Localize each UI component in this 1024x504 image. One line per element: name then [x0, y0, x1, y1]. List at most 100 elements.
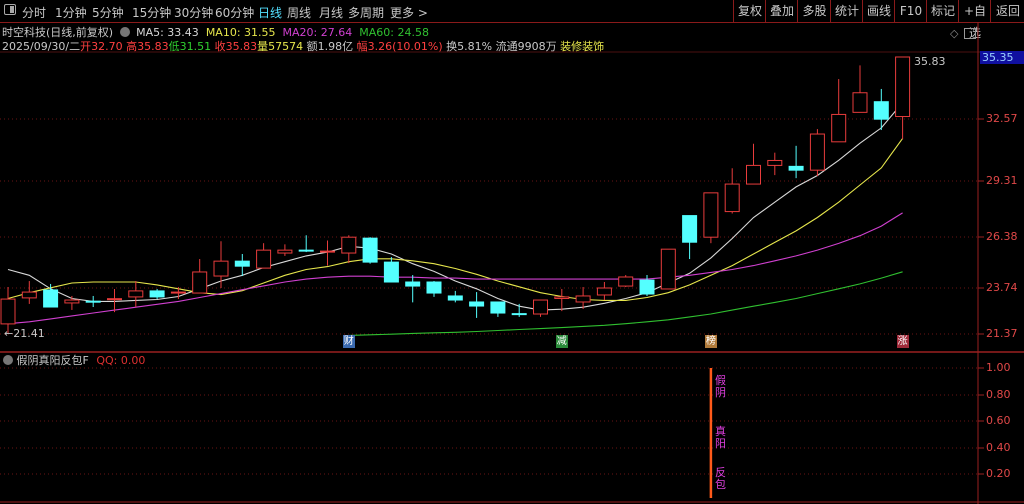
candle-body: [64, 299, 80, 304]
candle-body: [320, 250, 335, 253]
ma-line-ma5: [7, 102, 904, 311]
turnover: 换5.81%: [446, 40, 493, 53]
amount: 额1.98亿: [306, 40, 354, 53]
ma10-value: MA10: 31.55: [205, 26, 276, 39]
tab-4[interactable]: 30分钟: [174, 6, 214, 20]
float-shares: 流通9908万: [495, 40, 557, 53]
toolbar-button-3[interactable]: 统计: [830, 0, 863, 22]
candle-body: [21, 291, 37, 299]
candle: [554, 288, 570, 312]
sector-link[interactable]: 装修装饰: [560, 40, 605, 53]
toolbar-button-8[interactable]: 返回: [990, 0, 1024, 22]
candle: [618, 275, 634, 288]
candle-body: [447, 295, 463, 301]
tab-7[interactable]: 周线: [287, 6, 312, 20]
tab-0[interactable]: 分时: [22, 6, 47, 20]
candle-body: [277, 249, 293, 254]
candle: [511, 303, 527, 317]
toolbar-button-5[interactable]: F10: [894, 0, 927, 22]
candle: [192, 259, 208, 294]
tab-2[interactable]: 5分钟: [92, 6, 124, 20]
candle-body: [639, 279, 655, 295]
event-marker[interactable]: 减: [555, 335, 568, 348]
candle-body: [192, 271, 208, 294]
stock-title: 时空科技(日线,前复权): [2, 26, 114, 39]
price-tick-label: 29.31: [986, 174, 1018, 187]
indicator-value: QQ: 0.00: [96, 354, 146, 367]
event-marker[interactable]: 榜: [704, 335, 717, 348]
ma-line-ma60: [348, 271, 903, 336]
toolbar-button-6[interactable]: 标记: [926, 0, 959, 22]
candle-body: [660, 248, 676, 290]
high-price-label: 35.83: [914, 55, 946, 68]
candle: [873, 88, 889, 131]
panel-toggle-icon[interactable]: [4, 4, 16, 15]
candle: [107, 288, 122, 313]
candle: [298, 235, 314, 253]
price-tick-label: 21.37: [986, 327, 1018, 340]
indicator-title[interactable]: 假阴真阳反包F: [16, 354, 89, 367]
candle-body: [170, 291, 186, 294]
candle: [213, 241, 229, 288]
candle-body: [895, 56, 911, 118]
tab-1[interactable]: 1分钟: [55, 6, 87, 20]
candle-body: [341, 236, 357, 254]
candle-body: [213, 260, 229, 277]
candle: [895, 56, 911, 140]
ma60-value: MA60: 24.58: [359, 26, 429, 39]
tab-3[interactable]: 15分钟: [132, 6, 172, 20]
candle-body: [469, 301, 485, 307]
candle: [660, 248, 676, 290]
low-price-value: 21.41: [13, 327, 45, 340]
panel-layout-icon[interactable]: [964, 28, 976, 39]
settings-circle-icon[interactable]: [119, 27, 130, 37]
candle-body: [490, 301, 506, 314]
candle-body: [596, 287, 612, 296]
current-price-box: 35.35: [980, 51, 1024, 64]
candle-body: [234, 260, 250, 267]
candle: [469, 292, 485, 318]
tab-8[interactable]: 月线: [319, 6, 344, 20]
event-marker[interactable]: 涨: [896, 335, 909, 348]
candle: [426, 281, 442, 297]
candle-body: [405, 281, 421, 287]
tab-5[interactable]: 60分钟: [215, 6, 255, 20]
volume: 量57574: [257, 40, 304, 53]
quote-info-line: 2025/09/30/二开32.70 高35.83低31.51 收35.83量5…: [2, 38, 604, 54]
change: 幅3.26(10.01%): [356, 40, 443, 53]
tab-6[interactable]: 日线: [258, 6, 283, 20]
candle: [767, 152, 783, 176]
candle-body: [831, 113, 847, 143]
draw-tool-icon[interactable]: ◇: [950, 27, 959, 40]
candle: [383, 257, 399, 283]
candle-body: [575, 295, 591, 303]
candle: [0, 287, 16, 334]
candle: [639, 275, 655, 296]
tab-10[interactable]: 更多 >: [390, 6, 428, 20]
event-marker[interactable]: 财: [342, 335, 355, 348]
signal-label: 阴: [715, 386, 726, 399]
candle-body: [128, 290, 144, 298]
candle-body: [873, 101, 889, 120]
signal-label: 反: [715, 466, 726, 479]
candle-body: [682, 215, 698, 243]
toolbar-button-4[interactable]: 画线: [862, 0, 895, 22]
collapse-icon[interactable]: [3, 355, 13, 365]
candle-body: [511, 313, 527, 316]
signal-label: 真: [715, 425, 726, 438]
ma-line-ma20: [7, 212, 903, 325]
candle-body: [298, 249, 314, 252]
candle-body: [533, 299, 548, 315]
candle-body: [618, 276, 634, 287]
candle: [831, 79, 847, 143]
close-price: 收35.83: [214, 40, 258, 53]
toolbar-button-0[interactable]: 复权: [733, 0, 766, 22]
high-price: 高35.83: [126, 40, 169, 53]
candle: [277, 244, 293, 256]
candle-body: [809, 133, 825, 171]
toolbar-button-2[interactable]: 多股: [797, 0, 831, 22]
toolbar-button-1[interactable]: 叠加: [765, 0, 798, 22]
candle-body: [383, 261, 399, 283]
tab-9[interactable]: 多周期: [348, 6, 385, 20]
